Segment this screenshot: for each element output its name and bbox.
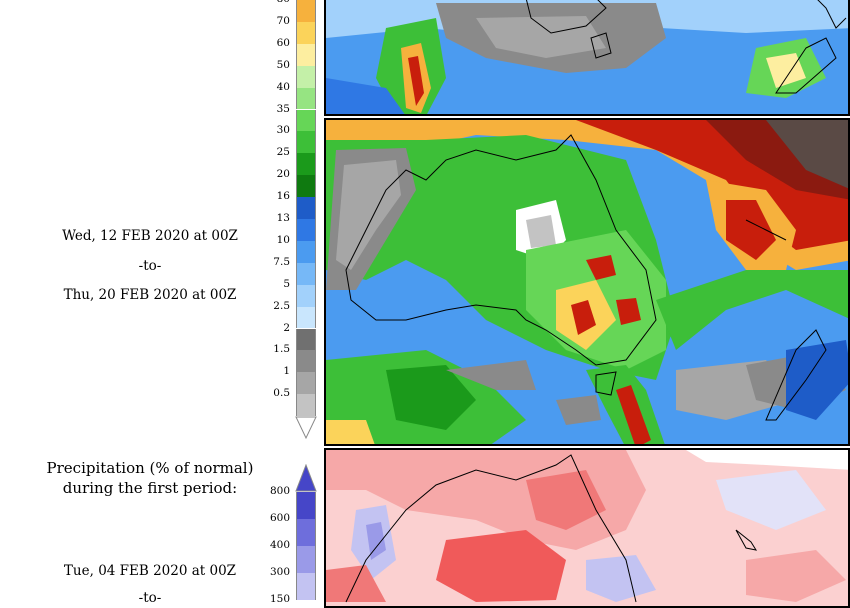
precip-colorbar-tick-label: 1.5 [273,343,290,356]
precip-colorbar-tick-label: 70 [276,14,290,27]
precip-colorbar-swatch [296,219,316,241]
precip-colorbar-tick-label: 2 [283,321,290,334]
precip-colorbar-tick-label: 60 [276,36,290,49]
precip-colorbar-tick-label: 10 [276,233,290,246]
precip-colorbar-tick-label: 5 [283,277,290,290]
precip-colorbar-swatch [296,328,316,351]
precip-colorbar-swatch [296,284,316,307]
precip-colorbar-swatch [296,262,316,285]
pct-colorbar-tick-label: 800 [269,485,290,497]
pct-colorbar-swatch [296,519,316,546]
precip-colorbar-swatch [296,43,316,66]
precip-colorbar-tick-label: 35 [276,102,290,115]
precip-colorbar-swatch [296,109,316,132]
precip-colorbar-tick-label: 30 [276,124,290,137]
panel2-date-to: Thu, 20 FEB 2020 at 00Z [63,287,237,303]
precip-colorbar-tick-label: 25 [276,146,290,159]
panel2-to: -to- [138,258,162,274]
precip-colorbar-swatch [296,21,316,44]
map-panel-3 [324,448,850,608]
precip-colorbar-tick-label: 16 [276,190,290,203]
precip-colorbar-tick-label: 1 [283,365,290,378]
map-panel-3-field [326,450,848,606]
precip-colorbar-swatch [296,372,316,395]
precip-colorbar-swatch [296,197,316,219]
panel2-date-from: Wed, 12 FEB 2020 at 00Z [62,228,238,244]
precip-colorbar-tick-label: 7.5 [273,255,290,268]
precip-colorbar-swatch [296,240,316,263]
precip-colorbar-swatch [296,394,316,417]
precip-colorbar-min-arrow [295,416,317,440]
panel3-date-from: Tue, 04 FEB 2020 at 00Z [63,563,237,579]
precip-colorbar-tick-label: 13 [276,212,290,224]
precip-colorbar-swatch [296,65,316,88]
pct-colorbar-swatch [296,573,316,600]
pct-colorbar-swatch [296,546,316,573]
precip-colorbar-swatch [296,0,316,22]
precip-colorbar-tick-label: 0.5 [273,387,290,400]
pct-colorbar-swatch [296,492,316,519]
precip-colorbar-swatch [296,131,316,154]
precip-colorbar-tick-label: 40 [276,80,290,93]
precip-colorbar-tick-label: 50 [276,58,290,71]
pct-colorbar-tick-label: 400 [269,539,290,551]
panel3-title-line1: Precipitation (% of normal) [46,459,254,477]
panel3-title-line2: during the first period: [62,479,238,497]
pct-colorbar-tick-label: 150 [269,593,290,605]
pct-colorbar-tick-label: 600 [269,512,290,524]
precip-colorbar-swatch [296,153,316,176]
pct-colorbar-max-arrow [295,464,317,492]
precip-colorbar-swatch [296,175,316,198]
map-panel-2-field [326,120,848,444]
map-panel-1-field [326,0,848,114]
map-panel-2 [324,118,850,446]
pct-colorbar-tick-label: 300 [269,566,290,578]
precip-colorbar-tick-label: 2.5 [273,299,290,312]
precip-colorbar-swatch [296,350,316,373]
precip-colorbar-swatch [296,306,316,329]
precip-colorbar-tick-label: 20 [276,168,290,181]
precip-colorbar-tick-label: 80 [250,0,290,5]
map-panel-1 [324,0,850,116]
precip-colorbar-swatch [296,87,316,110]
